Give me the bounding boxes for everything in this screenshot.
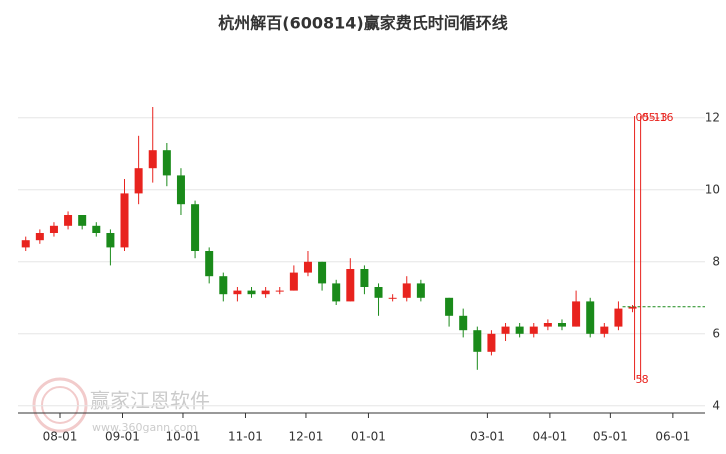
candle-body (261, 290, 270, 295)
candle-body (374, 287, 383, 298)
candle-body (233, 290, 242, 295)
candle-body (120, 193, 129, 248)
candle-body (628, 306, 637, 309)
x-tick-label: 04-01 (532, 430, 567, 444)
candle-body (360, 269, 369, 287)
x-tick-label: 11-01 (228, 430, 263, 444)
candle-body (219, 276, 228, 295)
candle-body (332, 283, 341, 302)
x-tick-label: 05-01 (593, 430, 628, 444)
candle-body (600, 326, 609, 334)
candle-body (78, 215, 87, 226)
candle-body (318, 261, 327, 284)
candle-body (388, 297, 397, 299)
candle-body (445, 297, 454, 316)
candle-body (106, 233, 115, 248)
cycle-count-label: 5 (636, 373, 643, 386)
x-tick-label: 08-01 (43, 430, 78, 444)
x-tick-label: 12-01 (289, 430, 324, 444)
candle-body (529, 326, 538, 334)
candle-body (543, 323, 552, 327)
y-tick-label: 8 (712, 254, 720, 268)
candle-body (289, 272, 298, 291)
candle-body (176, 175, 185, 205)
x-tick-label: 09-01 (105, 430, 140, 444)
candle-body (162, 150, 171, 176)
x-tick-label: 10-01 (166, 430, 201, 444)
candle-body (247, 290, 256, 295)
candle-body (487, 333, 496, 352)
candle-body (134, 168, 143, 194)
y-tick-label: 10 (705, 182, 720, 196)
watermark-name: 赢家江恩软件 (90, 389, 210, 413)
y-tick-label: 12 (705, 110, 720, 124)
candle-body (148, 150, 157, 169)
watermark-url: www.360gann.com (92, 421, 197, 434)
candle-body (614, 308, 623, 327)
candle-body (557, 323, 566, 327)
candle-body (49, 225, 58, 233)
candle-body (191, 204, 200, 251)
candle-body (64, 215, 73, 226)
y-tick-label: 6 (712, 326, 720, 340)
candle-body (473, 330, 482, 352)
candle-body (501, 326, 510, 334)
candle-body (275, 290, 284, 292)
x-tick-label: 06-01 (655, 430, 690, 444)
candle-body (459, 315, 468, 331)
candle-body (402, 283, 411, 298)
candle-body (92, 225, 101, 233)
watermark-logo (32, 377, 88, 433)
candle-body (303, 261, 312, 273)
chart-title: 杭州解百(600814)赢家费氏时间循环线 (218, 14, 507, 33)
y-tick-label: 4 (712, 398, 720, 412)
candle-body (572, 301, 581, 327)
candle-body (21, 240, 30, 248)
candle-body (515, 326, 524, 334)
x-tick-label: 03-01 (470, 430, 505, 444)
cycle-count-label: 8 (642, 373, 649, 386)
candle-body (205, 251, 214, 277)
candle-body (586, 301, 595, 334)
cycle-date-label: 05-13 (636, 111, 668, 124)
candle-body (35, 233, 44, 241)
cycle-date-label: 05-16 (642, 111, 674, 124)
x-tick-label: 01-01 (351, 430, 386, 444)
candle-body (346, 269, 355, 302)
candle-body (416, 283, 425, 298)
